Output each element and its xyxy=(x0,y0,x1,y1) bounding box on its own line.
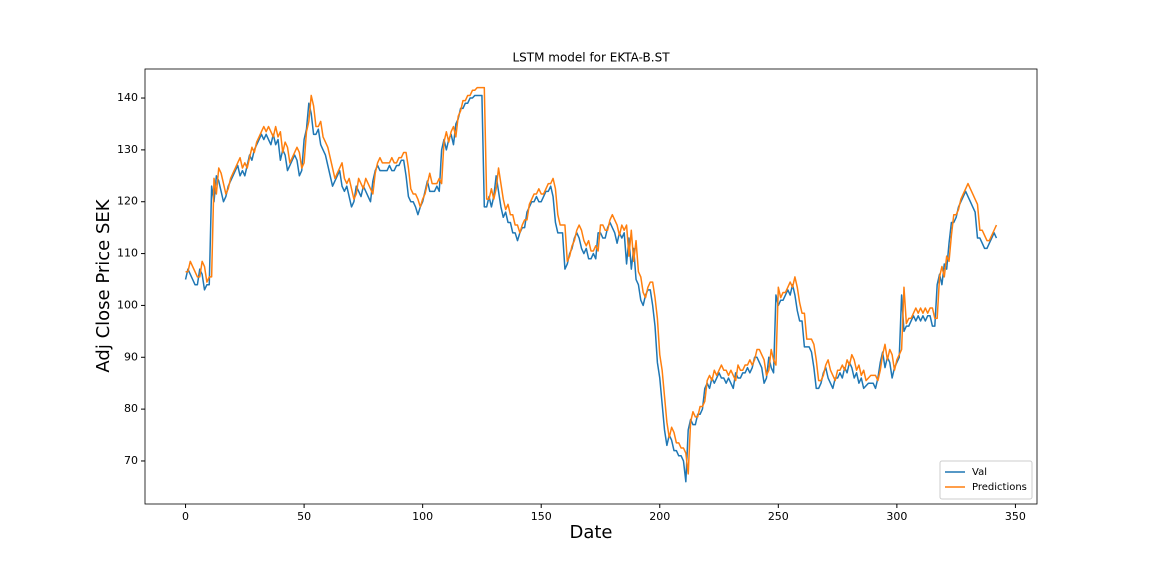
x-tick-label: 200 xyxy=(649,510,670,523)
x-axis-label: Date xyxy=(569,522,612,543)
y-tick-label: 80 xyxy=(124,402,138,415)
x-tick-label: 0 xyxy=(182,510,189,523)
y-tick-label: 70 xyxy=(124,454,138,467)
y-tick-label: 140 xyxy=(117,91,138,104)
x-tick-label: 150 xyxy=(531,510,552,523)
series-line xyxy=(184,94,998,483)
y-tick-label: 100 xyxy=(117,298,138,311)
legend-label: Val xyxy=(972,467,987,478)
y-tick-label: 110 xyxy=(117,247,138,260)
x-tick-label: 50 xyxy=(297,510,311,523)
y-tick-label: 130 xyxy=(117,143,138,156)
x-tick-label: 250 xyxy=(768,510,789,523)
legend-box xyxy=(939,460,1033,500)
chart-title: LSTM model for EKTA-B.ST xyxy=(512,51,670,65)
x-tick-label: 100 xyxy=(412,510,433,523)
x-tick-label: 300 xyxy=(886,510,907,523)
legend-label: Predictions xyxy=(972,482,1027,493)
y-tick-label: 120 xyxy=(117,195,138,208)
y-axis-label: Adj Close Price SEK xyxy=(93,198,114,372)
series-line xyxy=(185,86,998,475)
y-tick-label: 90 xyxy=(124,350,138,363)
x-tick-label: 350 xyxy=(1005,510,1026,523)
plot-frame xyxy=(144,68,1038,505)
